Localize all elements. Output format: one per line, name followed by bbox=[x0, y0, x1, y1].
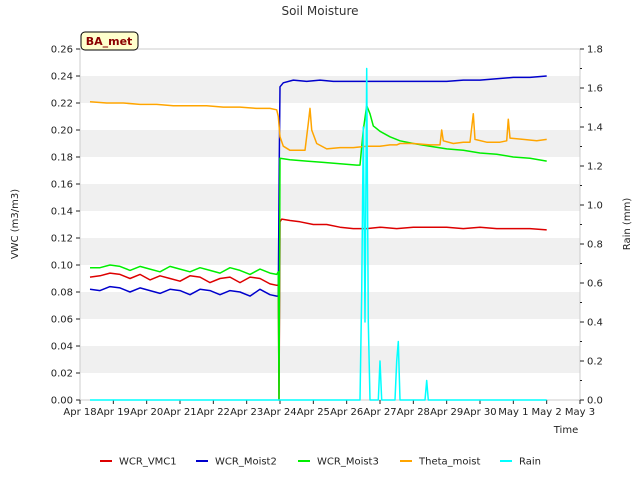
grid-band bbox=[80, 184, 580, 211]
x-tick-label: Apr 24 bbox=[263, 407, 296, 418]
grid-band bbox=[80, 76, 580, 103]
y-tick-label: 0.26 bbox=[51, 45, 73, 56]
y-tick-label: 0.24 bbox=[51, 72, 73, 83]
y-tick-label: 0.12 bbox=[51, 234, 73, 245]
series-line-rain bbox=[90, 67, 547, 401]
x-tick-label: Apr 25 bbox=[297, 407, 330, 418]
y-tick-label: 0.10 bbox=[51, 261, 73, 272]
legend-label: WCR_VMC1 bbox=[119, 457, 177, 468]
x-tick-label: Apr 30 bbox=[463, 407, 496, 418]
y-tick-label: 0.14 bbox=[51, 207, 73, 218]
x-tick-label: Apr 21 bbox=[163, 407, 196, 418]
x-tick-label: May 2 bbox=[532, 407, 562, 418]
y-tick-label: 0.18 bbox=[51, 153, 73, 164]
y2-tick-label: 1.6 bbox=[587, 84, 603, 95]
x-tick-label: Apr 29 bbox=[430, 407, 463, 418]
y2-tick-label: 0.6 bbox=[587, 279, 603, 290]
x-tick-label: Apr 28 bbox=[397, 407, 430, 418]
x-tick-label: Apr 26 bbox=[330, 407, 363, 418]
y-tick-label: 0.22 bbox=[51, 99, 73, 110]
legend-label: Theta_moist bbox=[418, 457, 480, 468]
x-tick-label: Apr 19 bbox=[97, 407, 130, 418]
station-badge: BA_met bbox=[80, 31, 139, 51]
grid-band bbox=[80, 238, 580, 265]
legend-label: WCR_Moist2 bbox=[215, 457, 277, 468]
y-axis-ticks: 0.00 0.02 0.04 0.06 0.08 0.10 0.12 0.14 0.16 0.18… bbox=[51, 45, 80, 407]
grid-band bbox=[80, 130, 580, 157]
y-tick-label: 0.08 bbox=[51, 288, 73, 299]
x-tick-label: May 1 bbox=[498, 407, 528, 418]
series-line-theta-moist bbox=[89, 100, 547, 152]
y2-tick-label: 0.4 bbox=[587, 318, 603, 329]
y2-axis-ticks: 0.0 0.2 0.4 0.6 0.8 1.0 1.2 1.4 1.6 1.8 bbox=[580, 45, 603, 407]
y2-tick-label: 0.0 bbox=[587, 396, 603, 407]
y2-tick-label: 0.2 bbox=[587, 357, 603, 368]
y-tick-label: 0.20 bbox=[51, 126, 73, 137]
chart-title: Soil Moisture bbox=[281, 4, 358, 18]
x-axis-title: Time bbox=[553, 425, 578, 436]
legend-label: Rain bbox=[519, 457, 541, 468]
legend-label: WCR_Moist3 bbox=[317, 457, 379, 468]
x-tick-label: May 3 bbox=[565, 407, 595, 418]
y2-tick-label: 1.8 bbox=[587, 45, 603, 56]
y-tick-label: 0.04 bbox=[51, 342, 73, 353]
background-bands bbox=[80, 76, 580, 373]
station-badge-box bbox=[80, 31, 139, 51]
station-label: BA_met bbox=[86, 35, 133, 48]
y-tick-label: 0.06 bbox=[51, 315, 73, 326]
x-tick-label: Apr 20 bbox=[130, 407, 163, 418]
y2-tick-label: 1.0 bbox=[587, 201, 603, 212]
x-tick-label: Apr 27 bbox=[363, 407, 396, 418]
y2-axis-title: Rain (mm) bbox=[622, 198, 633, 251]
grid-band bbox=[80, 346, 580, 373]
legend: WCR_VMC1 WCR_Moist2 WCR_Moist3 Theta_moist R… bbox=[100, 457, 541, 468]
grid-band bbox=[80, 292, 580, 319]
x-axis-ticks: Apr 18 Apr 19 Apr 20 Apr 21 Apr 22 Apr 23 Apr … bbox=[63, 400, 595, 418]
y2-tick-label: 1.2 bbox=[587, 162, 603, 173]
y2-tick-label: 1.4 bbox=[587, 123, 603, 134]
y-tick-label: 0.00 bbox=[51, 396, 73, 407]
y-axis-title: VWC (m3/m3) bbox=[10, 189, 21, 259]
y2-tick-label: 0.8 bbox=[587, 240, 603, 251]
y-tick-label: 0.02 bbox=[51, 369, 73, 380]
x-tick-label: Apr 22 bbox=[197, 407, 230, 418]
series-line-wcr-moist3 bbox=[90, 104, 547, 401]
x-tick-label: Apr 18 bbox=[63, 407, 96, 418]
series-lines bbox=[89, 67, 547, 401]
y-tick-label: 0.16 bbox=[51, 180, 73, 191]
x-tick-label: Apr 23 bbox=[230, 407, 263, 418]
